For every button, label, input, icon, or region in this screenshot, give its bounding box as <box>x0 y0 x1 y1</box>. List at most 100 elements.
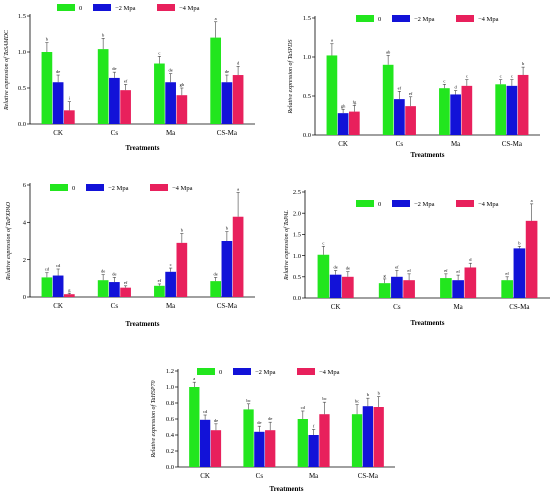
y-tick-label: 0 <box>23 294 26 301</box>
significance-label: gh <box>180 82 185 87</box>
legend-swatch <box>86 184 104 191</box>
significance-label: ef <box>124 78 128 83</box>
bar <box>495 84 506 135</box>
x-axis-title: Treatments <box>126 320 160 328</box>
legend: 0 −2 Mpa −4 Mpa <box>50 184 193 192</box>
y-tick-label: 2 <box>23 257 26 264</box>
bar <box>109 77 120 124</box>
legend-label: −4 Mpa <box>179 5 200 12</box>
significance-label: de <box>214 418 218 423</box>
y-tick-label: 0.5 <box>293 274 301 281</box>
bar <box>210 37 221 124</box>
category-label: Ma <box>166 129 176 137</box>
significance-label: i <box>69 96 71 101</box>
bar <box>525 220 538 298</box>
legend-label: 0 <box>378 201 381 208</box>
significance-label: ef <box>398 85 402 90</box>
bar <box>221 241 233 297</box>
y-tick-label: 1.2 <box>166 368 174 375</box>
y-tick-label: 1.0 <box>303 54 311 61</box>
bar <box>317 254 330 298</box>
bar <box>351 414 363 467</box>
bar <box>308 435 319 467</box>
bar <box>403 280 415 298</box>
legend: 0 −2 Mpa −4 Mpa <box>356 15 499 23</box>
legend-swatch <box>392 200 410 207</box>
significance-label: de <box>214 271 218 276</box>
bar <box>109 282 120 297</box>
bar <box>97 49 109 125</box>
significance-label: bc <box>322 396 326 401</box>
legend-swatch <box>93 4 111 11</box>
legend-label: 0 <box>378 16 381 23</box>
significance-label: ef <box>409 91 413 96</box>
y-tick-label: 0.0 <box>166 464 174 471</box>
significance-label: g <box>68 287 71 292</box>
bar <box>450 94 461 135</box>
legend-swatch <box>392 15 410 22</box>
x-axis-title: Treatments <box>126 144 160 152</box>
bar <box>210 430 222 467</box>
y-tick-label: 1.0 <box>293 253 301 260</box>
significance-label: c <box>511 74 513 79</box>
y-axis-title: Relative expression of TaSAMDC <box>3 29 10 111</box>
category-label: Cs <box>256 472 264 480</box>
significance-label: bc <box>246 398 250 403</box>
legend-label: −2 Mpa <box>414 16 435 23</box>
legend-label: −2 Mpa <box>414 201 435 208</box>
bar <box>210 281 221 297</box>
significance-label: ef <box>456 269 460 274</box>
bar <box>378 283 391 298</box>
category-label: CK <box>53 302 63 310</box>
category-label: CS-Ma <box>217 129 238 137</box>
legend-label: 0 <box>72 185 75 192</box>
bar <box>326 55 338 135</box>
significance-label: de <box>257 420 261 425</box>
category-label: Ma <box>166 302 176 310</box>
bar <box>342 276 354 298</box>
y-axis-title: Relative expression of TaPAL <box>283 209 290 281</box>
legend-label: −4 Mpa <box>172 185 193 192</box>
bar <box>517 74 529 135</box>
legend-swatch <box>356 15 374 22</box>
bar <box>120 90 131 124</box>
legend-label: −2 Mpa <box>108 185 129 192</box>
bar <box>41 52 53 124</box>
panel-tapxpao: 0 2 4 6 cd cd g CK de de ef Cs ef c b Ma de b a CS-Ma Treatm… <box>5 182 255 328</box>
y-axis-title: Relative expression of TaHSP70 <box>150 380 157 458</box>
panel-taspds: 0.0 0.5 1.0 1.5 a gh fg CK ab ef ef Cs c d c Ma c c b CS-Ma… <box>287 15 540 159</box>
category-label: CK <box>53 129 63 137</box>
bar <box>97 280 109 297</box>
significance-label: d <box>237 60 240 65</box>
bar <box>452 280 464 298</box>
significance-label: ef <box>395 264 399 269</box>
significance-label: c <box>158 50 160 55</box>
significance-label: ef <box>505 271 509 276</box>
significance-label: a <box>237 186 239 191</box>
bar <box>513 248 526 298</box>
legend-swatch <box>297 368 315 375</box>
y-tick-label: 4 <box>23 220 27 227</box>
significance-label: de <box>346 266 350 271</box>
significance-label: de <box>112 271 116 276</box>
bar <box>391 276 403 298</box>
category-label: Cs <box>111 302 119 310</box>
legend-label: −4 Mpa <box>478 16 499 23</box>
bar <box>349 111 360 135</box>
bar <box>199 419 211 467</box>
significance-label: ef <box>158 278 162 283</box>
y-tick-label: 2.0 <box>293 210 301 217</box>
bar <box>165 82 176 124</box>
bar <box>64 294 75 297</box>
bar <box>64 110 75 124</box>
legend-swatch <box>356 200 374 207</box>
significance-label: de <box>101 269 105 274</box>
significance-label: de <box>225 69 229 74</box>
significance-label: de <box>268 416 272 421</box>
legend-swatch <box>57 4 75 11</box>
significance-label: c <box>500 74 502 79</box>
y-tick-label: 0.0 <box>303 132 311 139</box>
significance-label: ef <box>444 268 448 273</box>
category-label: CS-Ma <box>358 472 379 480</box>
bar <box>176 242 188 297</box>
